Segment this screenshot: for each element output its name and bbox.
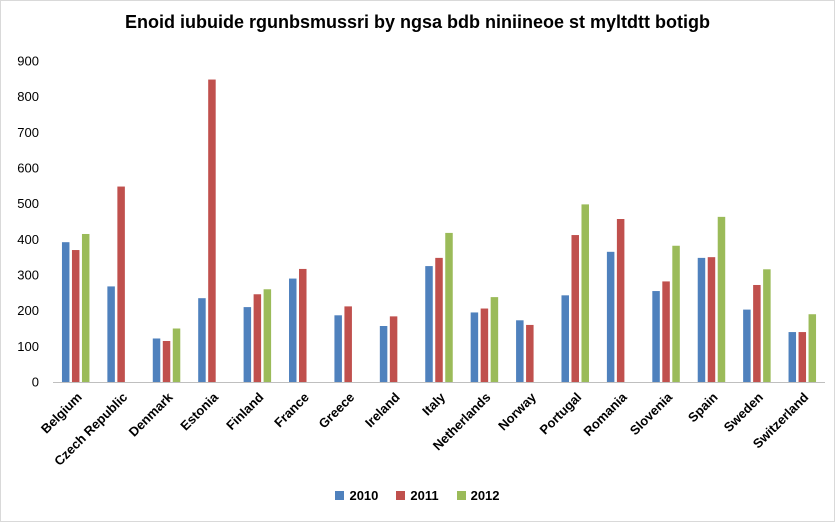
bar-2010-portugal bbox=[561, 295, 569, 382]
y-tick-label: 400 bbox=[17, 232, 39, 247]
bar-2011-belgium bbox=[71, 250, 80, 382]
bar-2010-ireland bbox=[379, 326, 388, 382]
bar-2012-italy bbox=[445, 232, 453, 382]
bar-2011-portugal bbox=[571, 235, 579, 382]
bar-2010-slovenia bbox=[652, 291, 660, 382]
x-category-label: Greece bbox=[316, 390, 358, 432]
bar-2010-estonia bbox=[198, 298, 206, 382]
x-category-label: Denmark bbox=[126, 389, 176, 439]
bar-2012-sweden bbox=[763, 269, 771, 382]
y-tick-label: 900 bbox=[17, 54, 39, 69]
bar-2011-italy bbox=[435, 257, 443, 382]
legend-label-2011: 2011 bbox=[410, 488, 439, 503]
bar-2010-finland bbox=[243, 307, 252, 382]
x-category-label: Norway bbox=[495, 389, 539, 433]
bar-2010-netherlands bbox=[470, 312, 479, 382]
bar-2010-denmark bbox=[152, 338, 161, 382]
x-category-label: Ireland bbox=[362, 389, 403, 430]
bar-2011-greece bbox=[344, 306, 352, 382]
x-category-label: Finland bbox=[223, 389, 266, 432]
bar-2010-italy bbox=[425, 266, 433, 382]
bar-2010-france bbox=[289, 278, 297, 382]
y-tick-label: 100 bbox=[17, 339, 39, 354]
legend-item-2012: 2012 bbox=[456, 488, 500, 503]
x-category-label: Sweden bbox=[721, 389, 766, 434]
y-tick-label: 800 bbox=[17, 89, 39, 104]
bar-2012-denmark bbox=[172, 328, 181, 382]
bar-2010-belgium bbox=[61, 242, 70, 382]
bar-2011-slovenia bbox=[662, 281, 670, 382]
bar-2012-finland bbox=[263, 289, 272, 382]
bar-2011-romania bbox=[616, 219, 625, 382]
x-category-label: Estonia bbox=[177, 389, 221, 433]
y-tick-label: 700 bbox=[17, 125, 39, 140]
bar-2011-sweden bbox=[753, 284, 761, 382]
bar-2012-belgium bbox=[81, 233, 90, 382]
bar-2011-switzerland bbox=[798, 332, 807, 382]
bar-2010-czech-republic bbox=[107, 286, 115, 382]
bar-2010-greece bbox=[334, 315, 342, 382]
legend-swatch-2011 bbox=[396, 491, 406, 500]
legend-swatch-2010 bbox=[335, 491, 345, 500]
bar-2011-norway bbox=[526, 324, 534, 382]
x-category-label: Belgium bbox=[38, 390, 85, 437]
bar-2010-switzerland bbox=[788, 332, 797, 382]
bar-2011-czech-republic bbox=[117, 186, 125, 382]
bar-2012-slovenia bbox=[672, 245, 680, 382]
x-category-label: Italy bbox=[419, 389, 449, 419]
y-tick-label: 0 bbox=[32, 375, 39, 390]
bar-2011-denmark bbox=[162, 340, 171, 382]
x-category-label: Portugal bbox=[536, 390, 584, 438]
bar-2011-finland bbox=[253, 294, 262, 382]
legend-label-2012: 2012 bbox=[470, 488, 500, 503]
bar-2012-portugal bbox=[581, 204, 589, 382]
bar-2012-netherlands bbox=[490, 297, 499, 382]
y-tick-label: 600 bbox=[17, 161, 39, 176]
bar-2010-sweden bbox=[743, 309, 751, 382]
y-tick-label: 500 bbox=[17, 196, 39, 211]
bar-2010-norway bbox=[516, 320, 524, 382]
bar-2010-romania bbox=[606, 251, 615, 382]
legend-label-2010: 2010 bbox=[349, 488, 379, 503]
legend: 2010 2011 2012 bbox=[0, 488, 835, 503]
y-tick-label: 300 bbox=[17, 268, 39, 283]
legend-swatch-2012 bbox=[456, 491, 466, 500]
x-category-label: Romania bbox=[580, 389, 630, 439]
bar-2011-spain bbox=[707, 257, 716, 382]
bar-2012-spain bbox=[717, 216, 726, 382]
chart-title: Enoid iubuide rgunbsmussri by ngsa bdb n… bbox=[125, 12, 710, 32]
legend-item-2011: 2011 bbox=[396, 488, 439, 503]
legend-item-2010: 2010 bbox=[335, 488, 378, 503]
y-tick-label: 200 bbox=[17, 303, 39, 318]
bar-2011-netherlands bbox=[480, 308, 489, 382]
x-category-label: Slovenia bbox=[627, 389, 676, 438]
bar-2012-switzerland bbox=[808, 314, 817, 382]
bar-2010-spain bbox=[697, 257, 706, 382]
x-category-label: France bbox=[271, 390, 312, 431]
bar-2011-estonia bbox=[208, 79, 216, 383]
x-category-label: Spain bbox=[685, 389, 721, 425]
bar-2011-ireland bbox=[389, 316, 398, 382]
bar-2011-france bbox=[299, 268, 307, 382]
